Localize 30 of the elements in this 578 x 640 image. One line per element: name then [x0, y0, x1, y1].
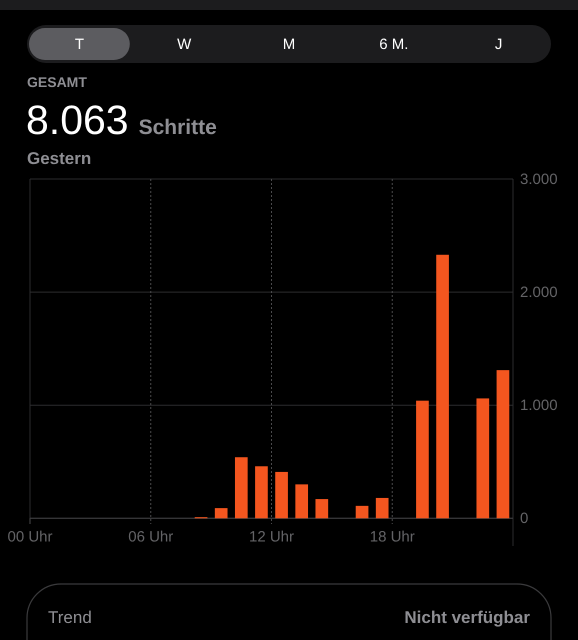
bar — [436, 254, 449, 518]
x-tick-label: 12 Uhr — [248, 528, 294, 546]
chart-subtitle: Gestern — [27, 149, 92, 168]
bar — [255, 466, 268, 518]
text: M — [282, 36, 296, 53]
x-tick-label: 00 Uhr — [7, 528, 53, 546]
bar — [476, 398, 490, 518]
bar — [376, 498, 389, 518]
bar — [416, 400, 429, 518]
text: T — [74, 36, 84, 53]
y-tick-label: 3.000 — [520, 170, 558, 188]
x-tick-label: 18 Uhr — [370, 528, 415, 546]
y-tick-label: 0 — [520, 510, 528, 528]
text: Nicht verfügbar — [404, 608, 530, 627]
bar — [356, 506, 368, 518]
text: GESAMT — [27, 74, 88, 90]
chart-title: 8.063 Schritte — [26, 97, 217, 143]
bar — [295, 484, 308, 518]
text: Trend — [48, 608, 92, 627]
bar — [214, 508, 228, 518]
y-tick-label: 1.000 — [520, 397, 558, 414]
bar — [496, 370, 510, 518]
bar — [234, 457, 248, 518]
text: 6 M. — [379, 36, 408, 53]
text: J — [494, 36, 502, 53]
y-tick-label: 2.000 — [520, 284, 558, 301]
bar — [275, 472, 288, 518]
text: W — [177, 36, 192, 53]
bar — [315, 499, 328, 518]
x-tick-label: 06 Uhr — [128, 528, 174, 546]
